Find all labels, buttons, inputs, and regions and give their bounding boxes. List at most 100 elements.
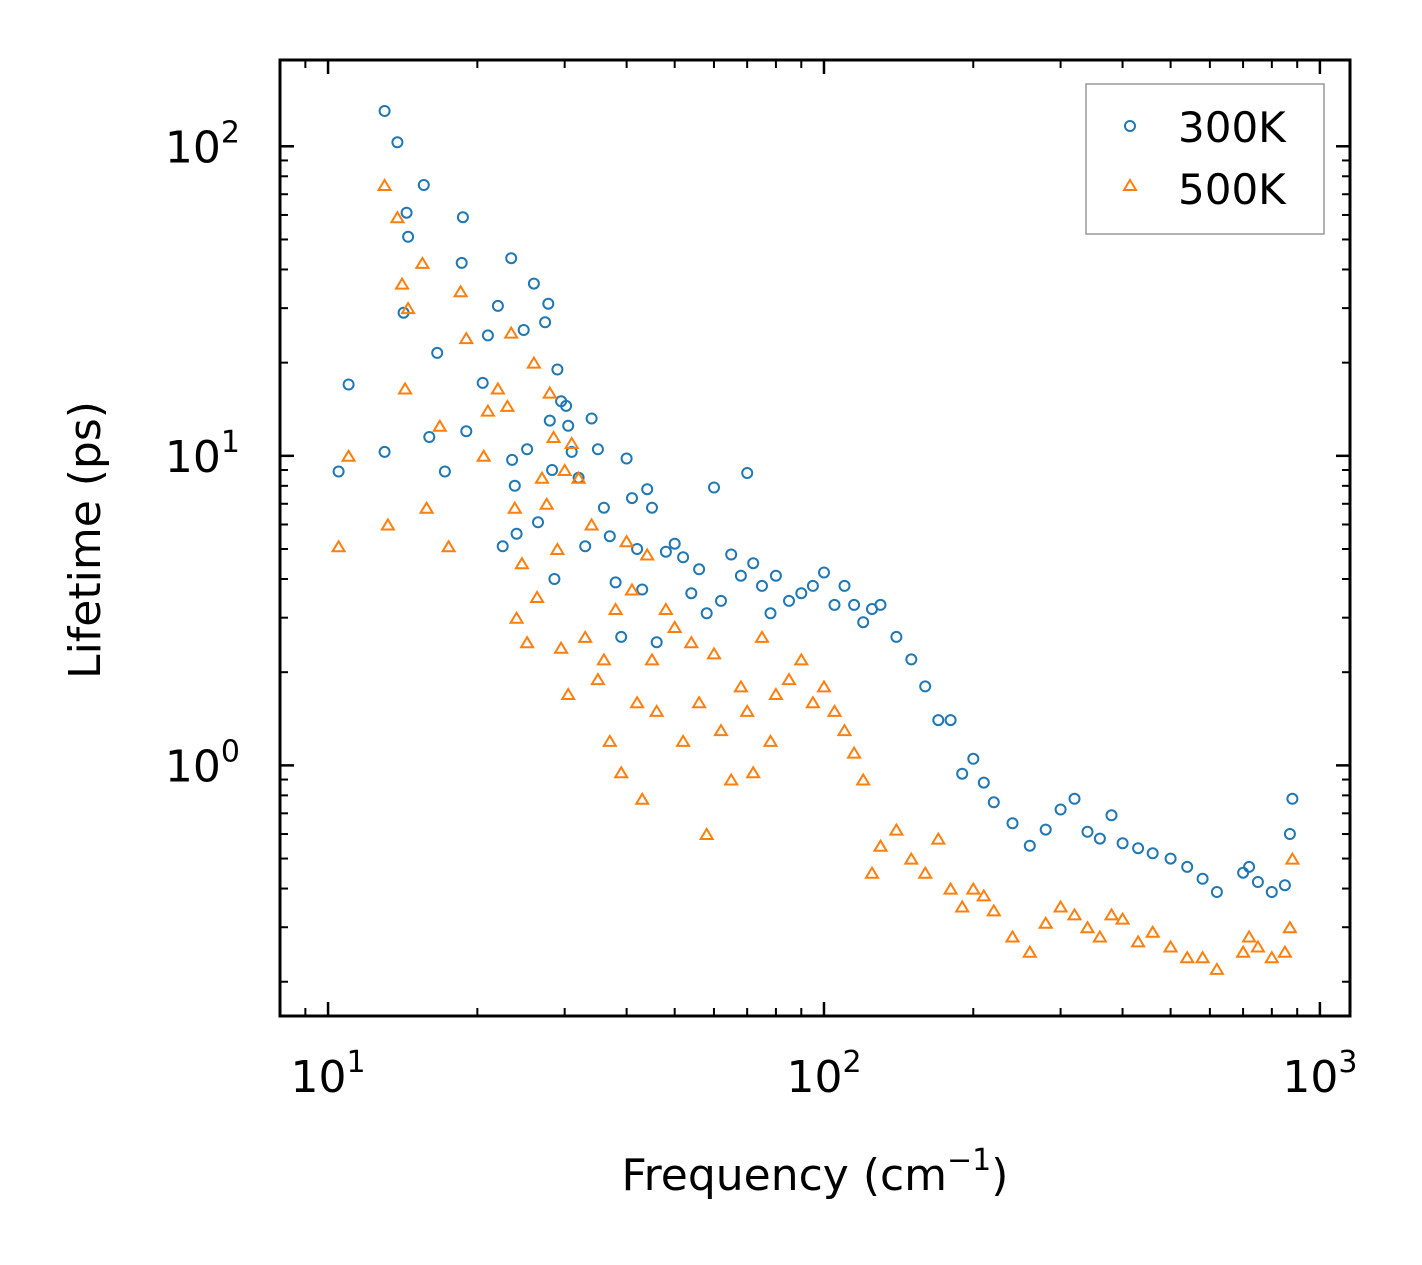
point-500K-64 (781, 672, 797, 686)
point-300K-58 (708, 481, 720, 494)
point-300K-34 (560, 399, 573, 412)
x-tick-label-10: 101 (291, 1045, 366, 1103)
point-500K-53 (691, 695, 707, 709)
point-300K-105 (1278, 879, 1291, 892)
point-300K-4 (391, 136, 404, 149)
point-300K-19 (505, 252, 518, 265)
point-500K-20 (508, 610, 525, 624)
point-300K-95 (1132, 842, 1145, 855)
point-500K-17 (499, 398, 516, 412)
point-300K-16 (481, 329, 494, 342)
point-500K-85 (1037, 915, 1054, 929)
point-500K-100 (1250, 939, 1266, 953)
point-300K-89 (1054, 803, 1067, 816)
point-300K-13 (456, 211, 469, 224)
point-500K-94 (1162, 939, 1179, 953)
point-500K-91 (1114, 911, 1131, 925)
point-500K-39 (602, 733, 618, 747)
point-500K-55 (706, 646, 722, 660)
point-300K-21 (508, 479, 521, 492)
point-300K-82 (956, 767, 969, 780)
point-500K-18 (503, 325, 519, 339)
point-300K-71 (828, 598, 841, 611)
point-500K-21 (514, 556, 530, 570)
point-300K-86 (1006, 817, 1019, 830)
point-300K-87 (1023, 839, 1036, 852)
point-300K-32 (551, 363, 564, 376)
point-500K-71 (855, 772, 871, 786)
point-500K-9 (418, 500, 435, 514)
point-300K-14 (460, 425, 473, 438)
x-tick-label-1000: 103 (1282, 1045, 1357, 1103)
point-300K-53 (668, 537, 681, 550)
point-500K-6 (397, 381, 413, 395)
point-300K-85 (987, 796, 1000, 809)
point-500K-30 (553, 640, 569, 654)
point-300K-78 (905, 653, 918, 666)
point-500K-69 (836, 723, 853, 737)
minor-ticks (279, 60, 1350, 1016)
point-500K-32 (560, 687, 576, 700)
point-300K-17 (491, 299, 504, 312)
point-500K-104 (1284, 851, 1301, 865)
point-300K-3 (378, 445, 391, 458)
point-500K-95 (1179, 950, 1195, 964)
point-300K-65 (764, 607, 777, 620)
point-300K-12 (455, 256, 468, 269)
point-500K-70 (846, 745, 862, 759)
point-500K-63 (768, 687, 784, 700)
legend-label-300k: 300K (1178, 103, 1287, 152)
y-tick-label-100: 102 (165, 115, 240, 173)
point-300K-66 (769, 569, 782, 582)
point-500K-96 (1194, 950, 1211, 964)
point-500K-84 (1022, 944, 1038, 958)
legend-marker-300k (1124, 120, 1136, 132)
point-300K-92 (1093, 832, 1106, 845)
point-500K-90 (1103, 907, 1120, 921)
series-500k-points (330, 178, 1301, 975)
point-500K-36 (583, 517, 600, 531)
point-300K-52 (659, 545, 672, 558)
point-500K-81 (976, 888, 992, 902)
point-300K-96 (1146, 847, 1159, 860)
point-300K-18 (496, 540, 509, 553)
point-300K-72 (838, 579, 851, 592)
point-300K-38 (579, 540, 592, 553)
point-300K-49 (641, 483, 654, 496)
point-300K-47 (631, 543, 644, 555)
plot-frame (278, 58, 1352, 1018)
point-300K-98 (1181, 860, 1194, 873)
point-300K-39 (585, 412, 598, 425)
point-300K-97 (1164, 852, 1177, 865)
point-500K-78 (942, 881, 959, 895)
point-500K-76 (917, 865, 933, 879)
series-300k-points (332, 105, 1299, 898)
point-500K-48 (648, 703, 665, 717)
point-500K-102 (1277, 944, 1293, 958)
point-300K-35 (562, 419, 575, 432)
point-500K-67 (816, 679, 832, 693)
point-300K-40 (591, 443, 604, 456)
point-500K-35 (577, 629, 593, 643)
point-500K-31 (556, 463, 573, 476)
point-300K-93 (1105, 809, 1118, 822)
point-500K-58 (733, 679, 749, 693)
point-500K-44 (629, 695, 645, 709)
point-300K-68 (795, 587, 808, 600)
point-500K-12 (452, 284, 469, 298)
legend-marker-500k (1122, 178, 1138, 191)
point-500K-86 (1052, 899, 1069, 913)
point-300K-41 (597, 501, 610, 514)
point-300K-81 (944, 714, 957, 727)
point-500K-15 (480, 403, 496, 417)
point-300K-67 (783, 594, 795, 607)
point-500K-7 (400, 301, 416, 315)
point-500K-38 (596, 652, 612, 666)
point-300K-60 (725, 548, 738, 561)
point-300K-24 (521, 443, 534, 456)
point-300K-9 (423, 431, 436, 443)
point-500K-45 (634, 791, 650, 805)
point-300K-102 (1243, 860, 1256, 873)
point-300K-42 (603, 530, 616, 543)
point-300K-1 (342, 378, 355, 391)
